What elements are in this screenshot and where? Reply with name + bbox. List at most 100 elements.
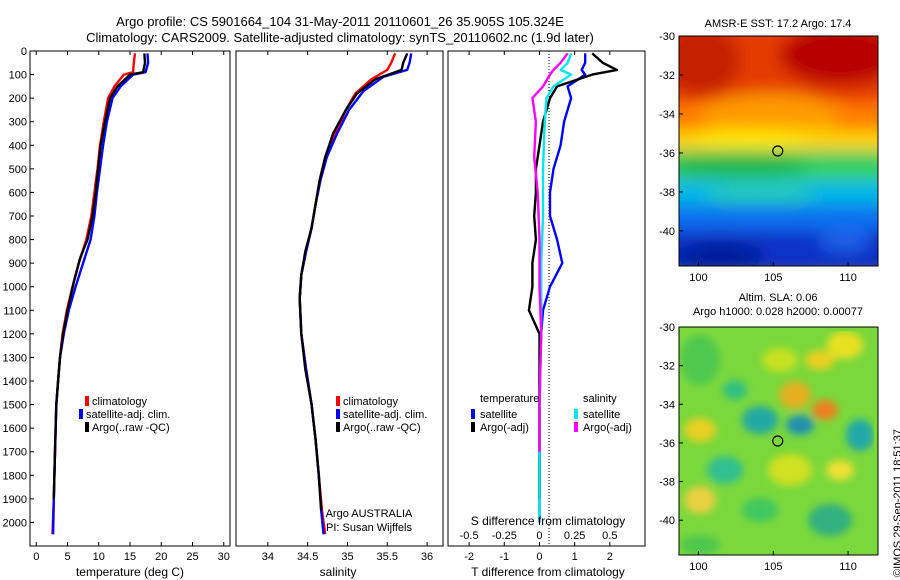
x-tick-label: 34 xyxy=(262,551,274,563)
sla-map-panel: Altim. SLA: 0.06 Argo h1000: 0.028 h2000… xyxy=(659,292,879,573)
map-y-tick-label: -34 xyxy=(659,109,675,121)
x-tick-label: 20 xyxy=(155,551,167,563)
x-tick-label: 30 xyxy=(218,551,230,563)
map-y-tick-label: -38 xyxy=(659,187,675,199)
x-tick-label: -1 xyxy=(499,551,509,563)
y-tick-label: 1400 xyxy=(3,376,27,388)
sla-heatmap xyxy=(679,327,878,555)
x-tick-label: 25 xyxy=(186,551,198,563)
map-x-tick-label: 100 xyxy=(689,272,707,284)
legend-swatch-argo xyxy=(85,422,89,432)
y-tick-label: 1500 xyxy=(3,400,27,412)
y-tick-label: 1100 xyxy=(3,305,27,317)
salinity-x-label: salinity xyxy=(320,565,357,579)
legend-label-satellite: satellite-adj. clim. xyxy=(86,409,170,421)
pi-annotation: PI: Susan Wijffels xyxy=(326,522,412,534)
legend-label-t-satellite: satellite xyxy=(480,409,517,421)
salinity-legend: climatology satellite-adj. clim. Argo(..… xyxy=(336,396,427,434)
legend-label-s-argo: Argo(-adj) xyxy=(583,422,632,434)
difference-profiles xyxy=(527,52,619,523)
y-tick-label: 1900 xyxy=(3,494,27,506)
legend-swatch-t-argo xyxy=(471,422,475,432)
x-tick-label: 0 xyxy=(33,551,39,563)
y-tick-label: 1600 xyxy=(3,423,27,435)
x-tick-label: 35.5 xyxy=(377,551,398,563)
series-line-argo xyxy=(52,53,147,499)
y-tick-label: 900 xyxy=(9,258,27,270)
y-tick-label: 800 xyxy=(9,235,27,247)
x-tick-label: 35 xyxy=(341,551,353,563)
y-tick-label: 600 xyxy=(9,187,27,199)
temperature-x-axis: 0 5 10 15 20 25 30 xyxy=(33,51,230,563)
map-x-tick-label: 110 xyxy=(839,561,857,573)
legend-label-argo: Argo(..raw -QC) xyxy=(92,422,170,434)
float-country-annotation: Argo AUSTRALIA xyxy=(326,508,413,520)
x-tick-label: 34.5 xyxy=(297,551,318,563)
legend-title-salinity: salinity xyxy=(583,393,617,405)
map-x-tick-label: 105 xyxy=(764,272,782,284)
map-y-tick-label: -32 xyxy=(659,361,675,373)
x-tick-label: -2 xyxy=(464,551,474,563)
legend-label-t-argo: Argo(-adj) xyxy=(480,422,529,434)
y-tick-label: 400 xyxy=(9,140,27,152)
temperature-panel: 0100200300400500600700800900100011001200… xyxy=(3,46,645,579)
x-tick-label: 0 xyxy=(536,551,542,563)
legend-label-climatology: climatology xyxy=(92,396,148,408)
legend-swatch-satellite xyxy=(79,409,83,419)
legend-swatch-s-argo xyxy=(574,422,578,432)
x2-tick-label: -0.25 xyxy=(492,530,517,542)
sla-map-axes: 100 105 110 -30 -32 -34 -36 -38 -40 xyxy=(659,322,857,573)
map-y-tick-label: -30 xyxy=(659,31,675,43)
argo-location-marker xyxy=(772,435,784,447)
x-tick-label: 1 xyxy=(572,551,578,563)
map-y-tick-label: -38 xyxy=(659,477,675,489)
temperature-profiles xyxy=(51,53,150,535)
argo-location-marker xyxy=(772,145,784,157)
legend-swatch-climatology xyxy=(336,396,340,406)
temperature-axes-frame xyxy=(29,50,231,547)
y-tick-label: 1700 xyxy=(3,447,27,459)
difference-x-axis: -2 -1 0 1 2 -0.5 -0.25 0 0.25 0.5 xyxy=(460,51,617,563)
sst-map-frame xyxy=(678,35,879,267)
sla-title-line1: Altim. SLA: 0.06 xyxy=(739,292,818,304)
t-difference-x-label: T difference from climatology xyxy=(471,565,625,579)
salinity-axes-frame xyxy=(235,50,444,547)
map-y-tick-label: -34 xyxy=(659,399,675,411)
x2-tick-label: 0 xyxy=(536,530,542,542)
map-y-tick-label: -36 xyxy=(659,438,675,450)
salinity-panel: 34 34.5 35 35.5 36 salinity climatology sate… xyxy=(235,50,444,579)
legend-label-climatology: climatology xyxy=(343,396,399,408)
y-tick-label: 200 xyxy=(9,93,27,105)
legend-swatch-s-satellite xyxy=(574,409,578,419)
difference-panel: -2 -1 0 1 2 -0.5 -0.25 0 0.25 0.5 T difference fr… xyxy=(447,50,646,579)
y-tick-label: 700 xyxy=(9,211,27,223)
legend-title-temperature: temperature xyxy=(480,393,539,405)
map-x-tick-label: 110 xyxy=(839,272,857,284)
map-y-tick-label: -40 xyxy=(659,515,675,527)
x-tick-label: 36 xyxy=(421,551,433,563)
y-tick-label: 300 xyxy=(9,117,27,129)
y-tick-label: 1200 xyxy=(3,329,27,341)
x2-tick-label: 0.25 xyxy=(564,530,585,542)
sla-map-frame xyxy=(678,326,879,556)
figure-title-line2: Climatology: CARS2009. Satellite-adjuste… xyxy=(86,30,594,45)
s-difference-label: S difference from climatology xyxy=(471,514,626,528)
temperature-x-label: temperature (deg C) xyxy=(76,565,184,579)
x2-tick-label: -0.5 xyxy=(460,530,479,542)
x-tick-label: 2 xyxy=(607,551,613,563)
legend-swatch-satellite xyxy=(336,409,340,419)
legend-label-satellite: satellite-adj. clim. xyxy=(343,409,427,421)
map-x-tick-label: 100 xyxy=(689,561,707,573)
y-tick-label: 0 xyxy=(21,46,27,58)
series-line-salinity-s_argo xyxy=(531,52,569,452)
salinity-x-axis: 34 34.5 35 35.5 36 xyxy=(262,51,433,563)
x-tick-label: 5 xyxy=(64,551,70,563)
temperature-legend: climatology satellite-adj. clim. Argo(..… xyxy=(79,396,170,434)
map-y-tick-label: -30 xyxy=(659,322,675,334)
series-line-argo xyxy=(298,52,409,511)
sst-map-title: AMSR-E SST: 17.2 Argo: 17.4 xyxy=(705,18,852,30)
x2-tick-label: 0.5 xyxy=(602,530,617,542)
map-y-tick-label: -36 xyxy=(659,148,675,160)
sst-heatmap xyxy=(679,36,878,266)
